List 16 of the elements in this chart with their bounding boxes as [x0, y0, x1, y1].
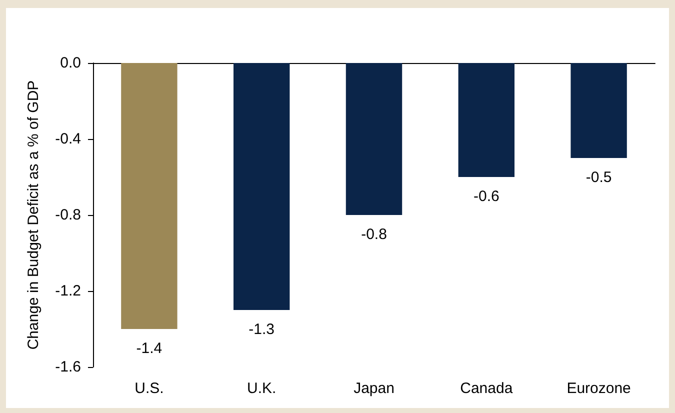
data-label: -0.8 — [361, 226, 387, 243]
y-tick-label: 0.0 — [60, 54, 81, 72]
y-tick-label: -1.6 — [55, 358, 81, 376]
data-label: -1.3 — [248, 321, 275, 338]
x-tick-label: Canada — [460, 380, 514, 397]
x-tick-label: Japan — [354, 380, 394, 397]
data-label: -0.6 — [473, 188, 500, 205]
x-tick-label: Eurozone — [566, 380, 631, 397]
x-tick-label: U.K. — [247, 380, 276, 397]
y-tick-label: -0.4 — [55, 130, 81, 148]
x-tick-label: U.S. — [134, 380, 164, 397]
y-axis-title: Change in Budget Deficit as a % of GDP — [25, 80, 42, 350]
y-tick-label: -1.2 — [55, 282, 81, 300]
data-label: -0.5 — [586, 169, 612, 186]
data-label: -1.4 — [136, 340, 162, 357]
y-tick-label: -0.8 — [55, 206, 81, 224]
